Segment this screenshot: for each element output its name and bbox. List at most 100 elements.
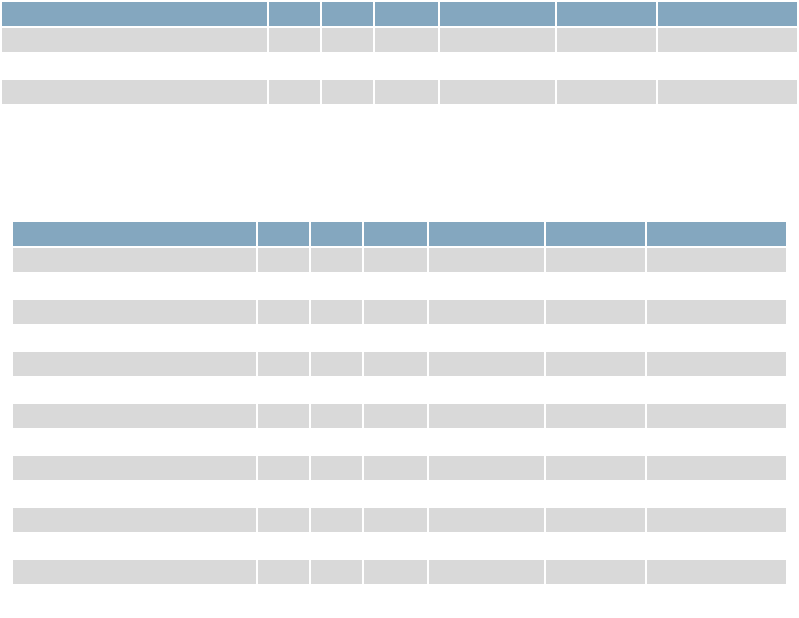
table-row xyxy=(13,326,786,350)
table-cell xyxy=(546,326,645,350)
table-row xyxy=(13,274,786,298)
table-header-cell xyxy=(364,222,427,246)
table-cell xyxy=(258,404,309,428)
table-top xyxy=(0,0,799,106)
table-cell xyxy=(311,404,362,428)
table-cell xyxy=(647,560,786,584)
table-cell xyxy=(647,430,786,454)
table-cell xyxy=(258,560,309,584)
table-cell xyxy=(311,534,362,558)
table-cell xyxy=(13,560,256,584)
table-cell xyxy=(13,300,256,324)
table-row xyxy=(13,248,786,272)
table-cell xyxy=(429,560,544,584)
table-row xyxy=(13,508,786,532)
table-cell xyxy=(364,274,427,298)
table-header-cell xyxy=(647,222,786,246)
table-header-row xyxy=(13,222,786,246)
table-cell xyxy=(258,456,309,480)
table-cell xyxy=(364,378,427,402)
table-cell xyxy=(13,508,256,532)
table-row xyxy=(2,80,797,104)
table-cell xyxy=(13,534,256,558)
table-cell xyxy=(658,54,797,78)
table-cell xyxy=(546,248,645,272)
table-cell xyxy=(258,508,309,532)
table-cell xyxy=(647,300,786,324)
table-cell xyxy=(258,352,309,376)
table-cell xyxy=(2,80,267,104)
table-cell xyxy=(429,404,544,428)
table-cell xyxy=(546,560,645,584)
table-header-cell xyxy=(557,2,656,26)
table-cell xyxy=(546,404,645,428)
table-cell xyxy=(546,534,645,558)
table-cell xyxy=(546,482,645,506)
table-cell xyxy=(311,378,362,402)
table-header-cell xyxy=(269,2,320,26)
table-cell xyxy=(311,508,362,532)
table-cell xyxy=(647,378,786,402)
table-cell xyxy=(647,326,786,350)
table-header-cell xyxy=(2,2,267,26)
table-cell xyxy=(429,300,544,324)
table-cell xyxy=(429,378,544,402)
table-row xyxy=(2,54,797,78)
table-cell xyxy=(258,274,309,298)
table-cell xyxy=(429,326,544,350)
table-cell xyxy=(375,80,438,104)
table-header-cell xyxy=(658,2,797,26)
table-row xyxy=(2,28,797,52)
table-row xyxy=(13,404,786,428)
table-cell xyxy=(440,28,555,52)
table-cell xyxy=(258,430,309,454)
table-cell xyxy=(364,456,427,480)
table-cell xyxy=(322,28,373,52)
table-cell xyxy=(364,560,427,584)
table-header-cell xyxy=(322,2,373,26)
table-header-cell xyxy=(429,222,544,246)
table-cell xyxy=(429,274,544,298)
table-cell xyxy=(13,248,256,272)
table-cell xyxy=(647,482,786,506)
table-cell xyxy=(440,54,555,78)
table-cell xyxy=(364,482,427,506)
table-cell xyxy=(311,274,362,298)
table-cell xyxy=(364,508,427,532)
table-cell xyxy=(258,482,309,506)
table-cell xyxy=(258,326,309,350)
table-header-cell xyxy=(440,2,555,26)
table-row xyxy=(13,456,786,480)
table-cell xyxy=(647,456,786,480)
table-cell xyxy=(375,28,438,52)
table-cell xyxy=(311,456,362,480)
table-cell xyxy=(2,54,267,78)
table-cell xyxy=(364,404,427,428)
table-cell xyxy=(364,326,427,350)
table-cell xyxy=(546,274,645,298)
table-row xyxy=(13,300,786,324)
table-cell xyxy=(429,456,544,480)
table-cell xyxy=(322,54,373,78)
table-cell xyxy=(258,300,309,324)
table-cell xyxy=(13,404,256,428)
table-cell xyxy=(546,508,645,532)
table-cell xyxy=(658,28,797,52)
table-cell xyxy=(647,274,786,298)
table-row xyxy=(13,534,786,558)
table-cell xyxy=(429,482,544,506)
table-cell xyxy=(311,482,362,506)
table-row xyxy=(13,560,786,584)
table-cell xyxy=(546,300,645,324)
table-cell xyxy=(429,508,544,532)
table-cell xyxy=(429,352,544,376)
table-row xyxy=(13,482,786,506)
table-cell xyxy=(647,352,786,376)
table-cell xyxy=(13,352,256,376)
table-cell xyxy=(429,430,544,454)
table-cell xyxy=(647,404,786,428)
table-cell xyxy=(429,248,544,272)
table-row xyxy=(13,430,786,454)
table-cell xyxy=(258,248,309,272)
table-cell xyxy=(311,326,362,350)
